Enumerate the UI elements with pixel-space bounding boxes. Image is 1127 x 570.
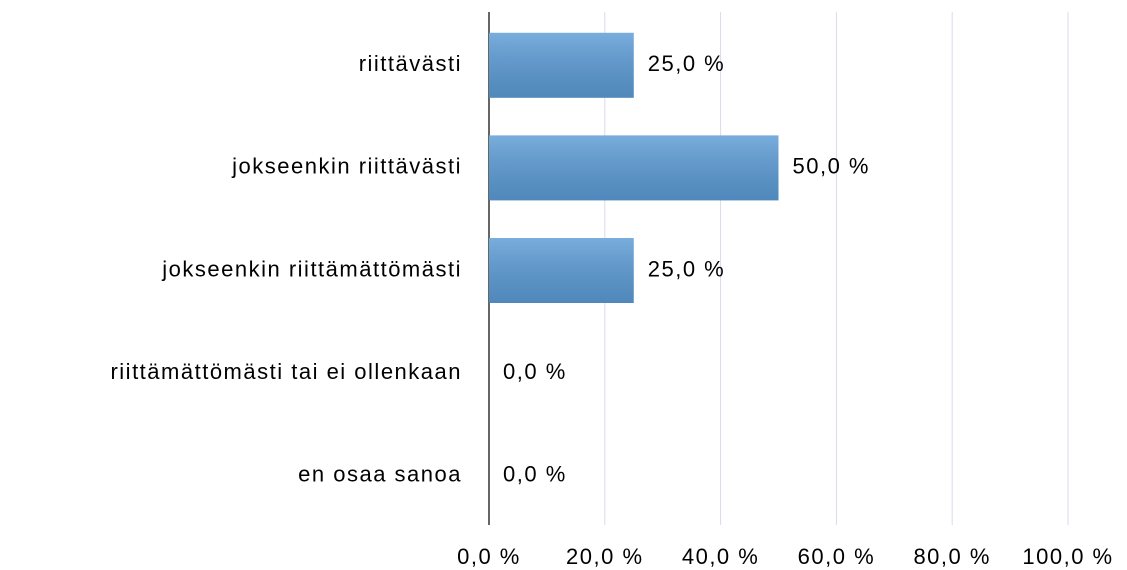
y-tick-label: jokseenkin riittämättömästi (161, 256, 462, 281)
bar (489, 32, 634, 98)
y-tick-label: riittämättömästi tai ei ollenkaan (110, 359, 462, 384)
y-tick-label: en osaa sanoa (298, 462, 462, 487)
data-label: 0,0 % (503, 359, 567, 384)
x-tick-label: 100,0 % (1022, 544, 1113, 569)
data-label: 0,0 % (503, 462, 567, 487)
x-tick-label: 0,0 % (457, 544, 521, 569)
data-label: 50,0 % (793, 154, 871, 179)
y-tick-label: jokseenkin riittävästi (231, 154, 462, 179)
data-label: 25,0 % (648, 51, 726, 76)
x-tick-label: 60,0 % (798, 544, 876, 569)
x-tick-label: 80,0 % (913, 544, 991, 569)
x-tick-label: 40,0 % (682, 544, 760, 569)
bar (489, 238, 634, 303)
y-tick-label: riittävästi (359, 51, 462, 76)
data-label: 25,0 % (648, 256, 726, 281)
bar (489, 135, 779, 201)
x-tick-label: 20,0 % (566, 544, 644, 569)
